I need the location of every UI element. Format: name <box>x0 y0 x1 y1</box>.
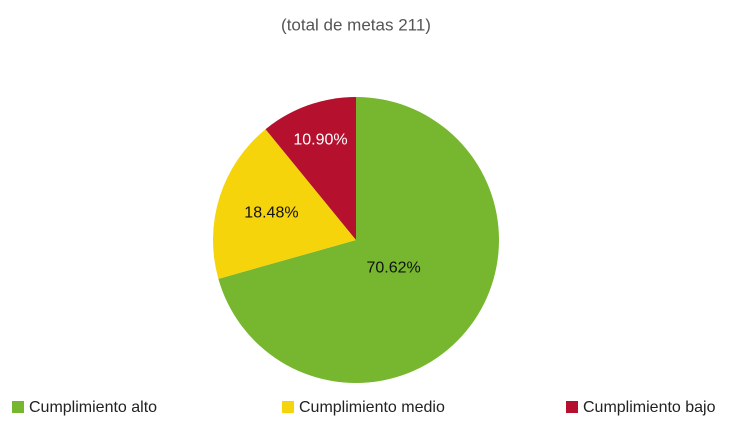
slice-label: 18.48% <box>244 205 298 222</box>
legend-swatch <box>566 401 578 413</box>
legend-swatch <box>12 401 24 413</box>
pie-slice <box>213 129 356 279</box>
legend-label: Cumplimiento bajo <box>583 399 716 416</box>
legend-label: Cumplimiento alto <box>29 399 157 416</box>
slice-label: 70.62% <box>366 260 420 277</box>
legend-label: Cumplimiento medio <box>299 399 445 416</box>
slice-label: 10.90% <box>293 132 347 149</box>
legend-swatch <box>282 401 294 413</box>
pie-slice <box>265 97 356 240</box>
chart-title: (total de metas 211) <box>281 15 431 34</box>
pie-slice <box>218 97 500 383</box>
